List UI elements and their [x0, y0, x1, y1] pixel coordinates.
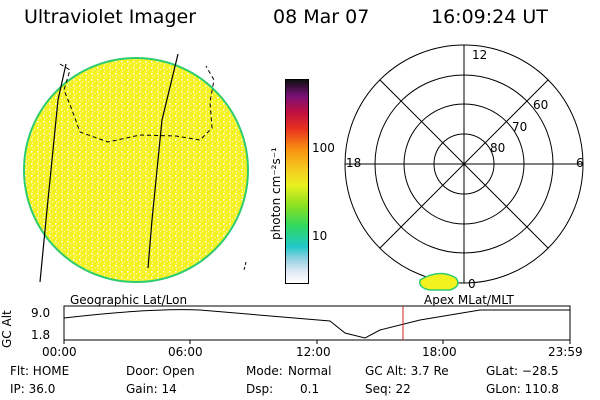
gc-alt-tick-top: 9.0 — [31, 306, 51, 320]
lat-80-label: 80 — [490, 141, 506, 155]
glon-value: GLon: 110.8 — [486, 382, 559, 396]
mlt-0-label: 0 — [468, 277, 476, 291]
time-tick: 23:59 — [548, 345, 583, 359]
lat-70-label: 70 — [512, 120, 528, 134]
geo-coord-label: Geographic Lat/Lon — [70, 293, 188, 307]
gain-value: Gain: 14 — [126, 382, 177, 396]
instrument-title: Ultraviolet Imager — [24, 6, 197, 28]
ip-value: IP: 36.0 — [10, 382, 56, 396]
gc-alt-tick-bottom: 1.8 — [31, 328, 51, 342]
dsp-label: Dsp: — [246, 382, 274, 396]
mode-value: Normal — [288, 364, 332, 378]
colorbar — [285, 79, 309, 284]
door-status: Door: Open — [126, 364, 195, 378]
mode-label: Mode: — [246, 364, 283, 378]
glat-value: GLat: −28.5 — [486, 364, 559, 378]
time-tick: 18:00 — [422, 345, 457, 359]
mlt-18-label: 18 — [346, 156, 362, 170]
longitude-line — [147, 53, 179, 269]
flight-status: Flt: HOME — [10, 364, 70, 378]
time-label: 16:09:24 UT — [431, 6, 548, 28]
time-tick: 06:00 — [168, 345, 203, 359]
time-tick: 00:00 — [42, 345, 77, 359]
apex-coord-label: Apex MLat/MLT — [424, 293, 514, 307]
mlt-12-label: 12 — [472, 48, 488, 62]
mlt-6-label: 6 — [576, 156, 584, 170]
dsp-value: 0.1 — [300, 382, 320, 396]
seq-value: Seq: 22 — [365, 382, 411, 396]
time-tick: 12:00 — [296, 345, 331, 359]
auroral-emission — [418, 272, 459, 291]
altitude-curve — [63, 309, 570, 339]
longitude-line — [39, 63, 67, 283]
lat-60-label: 60 — [533, 98, 549, 112]
earth-disk — [23, 57, 249, 283]
colorbar-tick-10: 10 — [312, 229, 328, 243]
date-label: 08 Mar 07 — [273, 6, 370, 28]
gc-alt-value: GC Alt: 3.7 Re — [365, 364, 449, 378]
colorbar-tick-100: 100 — [312, 141, 335, 155]
